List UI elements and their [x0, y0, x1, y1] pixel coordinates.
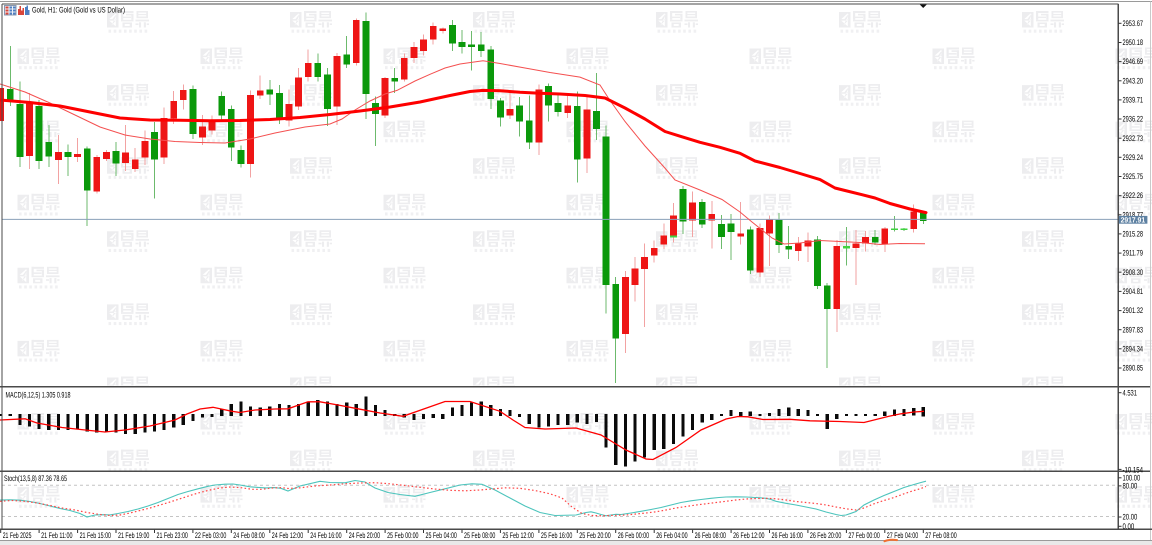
svg-text:26 Feb 00:00: 26 Feb 00:00	[618, 531, 650, 540]
svg-text:27 Feb 00:00: 27 Feb 00:00	[848, 531, 880, 540]
svg-text:2925.75: 2925.75	[1123, 172, 1144, 181]
svg-text:2943.20: 2943.20	[1123, 76, 1144, 85]
svg-text:2922.26: 2922.26	[1123, 191, 1144, 200]
svg-text:24 Feb 16:00: 24 Feb 16:00	[310, 531, 342, 540]
svg-text:25 Feb 08:00: 25 Feb 08:00	[464, 531, 496, 540]
svg-text:25 Feb 20:00: 25 Feb 20:00	[579, 531, 611, 540]
svg-text:26 Feb 16:00: 26 Feb 16:00	[772, 531, 804, 540]
svg-text:20.00: 20.00	[1123, 513, 1138, 522]
svg-text:MACD(6,12,5) 1.305 0.918: MACD(6,12,5) 1.305 0.918	[6, 390, 71, 399]
svg-text:2950.18: 2950.18	[1123, 38, 1144, 47]
svg-text:24 Feb 20:00: 24 Feb 20:00	[349, 531, 381, 540]
svg-text:2932.73: 2932.73	[1123, 134, 1144, 143]
svg-text:2915.28: 2915.28	[1123, 230, 1144, 239]
svg-text:24 Feb 12:00: 24 Feb 12:00	[272, 531, 304, 540]
svg-text:21 Feb 2025: 21 Feb 2025	[3, 531, 32, 540]
svg-text:27 Feb 08:00: 27 Feb 08:00	[925, 531, 957, 540]
svg-text:27 Feb 04:00: 27 Feb 04:00	[887, 531, 919, 540]
svg-text:2946.69: 2946.69	[1123, 57, 1144, 66]
svg-text:22 Feb 03:00: 22 Feb 03:00	[195, 531, 227, 540]
svg-text:2897.83: 2897.83	[1123, 325, 1144, 334]
svg-text:2894.34: 2894.34	[1123, 344, 1144, 353]
svg-text:Gold, H1: Gold (Gold vs US Do: Gold, H1: Gold (Gold vs US Dollar)	[32, 6, 125, 15]
svg-text:2917.91: 2917.91	[1121, 215, 1146, 224]
svg-text:21 Feb 19:00: 21 Feb 19:00	[118, 531, 150, 540]
svg-text:2936.22: 2936.22	[1123, 115, 1144, 124]
svg-text:2901.32: 2901.32	[1123, 306, 1144, 315]
svg-text:-10.154: -10.154	[1123, 465, 1144, 474]
svg-text:25 Feb 00:00: 25 Feb 00:00	[387, 531, 419, 540]
svg-text:24 Feb 08:00: 24 Feb 08:00	[233, 531, 265, 540]
svg-text:21 Feb 15:00: 21 Feb 15:00	[80, 531, 112, 540]
svg-text:80.00: 80.00	[1123, 482, 1138, 491]
svg-text:25 Feb 12:00: 25 Feb 12:00	[502, 531, 534, 540]
svg-text:2890.85: 2890.85	[1123, 364, 1144, 373]
svg-text:26 Feb 04:00: 26 Feb 04:00	[656, 531, 688, 540]
svg-text:4.531: 4.531	[1123, 388, 1138, 397]
svg-text:0.00: 0.00	[1123, 522, 1135, 531]
svg-text:2911.79: 2911.79	[1123, 249, 1144, 258]
svg-text:25 Feb 16:00: 25 Feb 16:00	[541, 531, 573, 540]
svg-text:Stoch(13,5,8) 87.36 78.65: Stoch(13,5,8) 87.36 78.65	[4, 474, 67, 483]
svg-text:2904.81: 2904.81	[1123, 287, 1144, 296]
svg-text:21 Feb 23:00: 21 Feb 23:00	[157, 531, 189, 540]
svg-text:2953.67: 2953.67	[1123, 19, 1144, 28]
svg-text:26 Feb 12:00: 26 Feb 12:00	[733, 531, 765, 540]
svg-text:2918.77: 2918.77	[1123, 210, 1144, 219]
svg-text:100.00: 100.00	[1123, 474, 1141, 483]
svg-text:2908.30: 2908.30	[1123, 268, 1144, 277]
svg-text:26 Feb 08:00: 26 Feb 08:00	[695, 531, 727, 540]
svg-text:21 Feb 11:00: 21 Feb 11:00	[41, 531, 73, 540]
svg-text:25 Feb 04:00: 25 Feb 04:00	[426, 531, 458, 540]
svg-text:26 Feb 20:00: 26 Feb 20:00	[810, 531, 842, 540]
svg-text:2939.71: 2939.71	[1123, 96, 1144, 105]
svg-text:2929.24: 2929.24	[1123, 153, 1144, 162]
